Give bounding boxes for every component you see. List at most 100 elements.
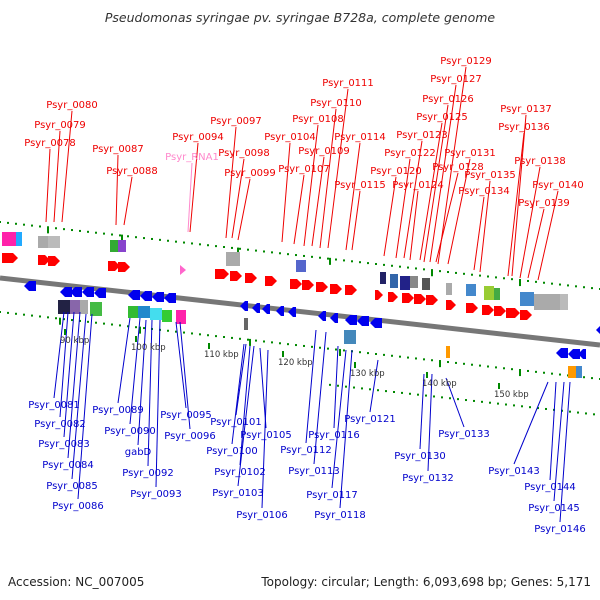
track-dot	[567, 284, 569, 287]
track-dot	[447, 361, 449, 364]
feature-block	[138, 306, 150, 318]
feature-block	[16, 232, 22, 246]
scale-label: 100 kbp	[131, 343, 166, 353]
leader-line	[511, 114, 527, 277]
scale-tick	[208, 343, 210, 349]
feature-block	[80, 300, 88, 314]
reverse-gene-label: Psyr_0117	[306, 490, 358, 501]
leader-line	[537, 190, 559, 281]
forward-gene-arrow	[402, 293, 414, 303]
leader-line	[429, 84, 457, 263]
scale-tick	[135, 336, 137, 342]
forward-gene-label: Psyr_0140	[532, 180, 584, 191]
track-dot	[353, 386, 355, 389]
track-dot	[543, 371, 545, 374]
track-dot	[391, 264, 393, 267]
track-dot	[503, 277, 505, 280]
track-dot	[535, 370, 537, 373]
leader-line	[419, 122, 443, 261]
track-dot	[255, 249, 257, 252]
track-dot	[103, 232, 105, 235]
reverse-gene-arrow	[357, 316, 369, 326]
track-dot	[239, 247, 241, 250]
track-dot	[207, 244, 209, 247]
track-dot	[263, 250, 265, 253]
forward-gene-arrow	[265, 276, 277, 286]
track-dot	[409, 392, 411, 395]
leader-line	[313, 331, 327, 465]
leader-line	[403, 140, 423, 259]
feature-block	[466, 284, 476, 296]
feature-block	[48, 236, 60, 248]
reverse-gene-label: Psyr_0102	[214, 467, 266, 478]
leader-line	[239, 345, 251, 466]
track-dot	[479, 274, 481, 277]
track-dot	[119, 324, 121, 327]
track-dot	[199, 333, 201, 336]
reverse-gene-label: Psyr_0146	[534, 524, 586, 535]
feature-block	[446, 346, 450, 358]
track-dot	[175, 240, 177, 243]
forward-gene-arrow	[375, 290, 383, 300]
track-tick	[339, 348, 341, 356]
leader-line	[435, 172, 459, 263]
feature-block	[38, 236, 48, 248]
leader-line	[67, 311, 81, 459]
leader-line	[237, 178, 251, 241]
track-dot	[551, 282, 553, 285]
leader-line	[527, 208, 545, 279]
leader-line	[225, 126, 237, 239]
accession-label: Accession: NC_007005	[8, 575, 144, 589]
forward-gene-arrow	[414, 294, 426, 304]
reverse-gene-arrow	[578, 349, 586, 359]
track-dot	[585, 412, 587, 415]
track-dot	[401, 391, 403, 394]
track-dot	[295, 344, 297, 347]
reverse-gene-label: Psyr_0116	[308, 430, 360, 441]
track-dot	[399, 265, 401, 268]
leader-line	[231, 343, 245, 445]
forward-gene-label: Psyr_0078	[24, 138, 76, 149]
track-dot	[215, 335, 217, 338]
track-dot	[7, 311, 9, 314]
track-dot	[87, 230, 89, 233]
track-dot	[303, 254, 305, 257]
track-dot	[167, 329, 169, 332]
track-dot	[311, 345, 313, 348]
reverse-gene-arrow	[128, 290, 140, 300]
leader-line	[351, 190, 361, 251]
forward-gene-label: Psyr_0129	[440, 56, 492, 67]
leader-line	[479, 180, 491, 273]
leader-line	[137, 319, 147, 446]
leader-line	[179, 321, 191, 430]
forward-gene-label: Psyr_0123	[396, 130, 448, 141]
track-dot	[425, 394, 427, 397]
track-dot	[543, 281, 545, 284]
track-dot	[31, 224, 33, 227]
forward-gene-arrow	[230, 271, 242, 281]
track-dot	[119, 234, 121, 237]
track-dot	[487, 275, 489, 278]
reverse-gene-label: Psyr_0113	[288, 466, 340, 477]
reverse-gene-arrow	[82, 287, 94, 297]
track-dot	[135, 236, 137, 239]
track-dot	[183, 241, 185, 244]
scale-label: 150 kbp	[494, 390, 529, 400]
leader-line	[333, 345, 339, 429]
reverse-gene-arrow	[568, 349, 580, 359]
track-dot	[287, 253, 289, 256]
leader-line	[447, 158, 471, 265]
track-dot	[463, 272, 465, 275]
track-dot	[127, 235, 129, 238]
track-dot	[71, 319, 73, 322]
track-dot	[559, 283, 561, 286]
track-dot	[71, 229, 73, 232]
feature-block	[380, 272, 386, 284]
scale-label: 90 kbp	[60, 336, 89, 346]
track-tick	[237, 247, 239, 255]
track-dot	[279, 342, 281, 345]
leader-line	[237, 345, 255, 487]
forward-gene-arrow	[2, 253, 18, 263]
feature-block	[128, 306, 138, 318]
reverse-gene-arrow	[94, 288, 106, 298]
